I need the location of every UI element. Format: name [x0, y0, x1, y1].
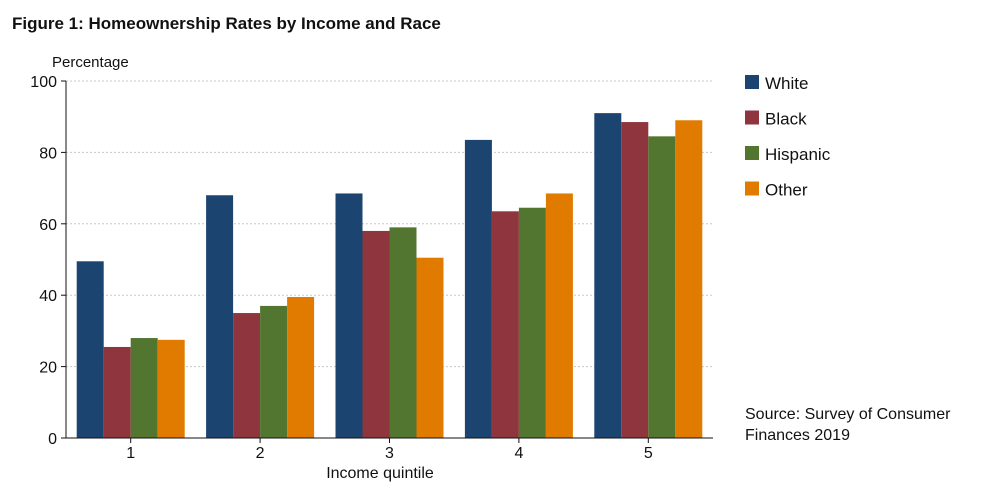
bar-other-3: [416, 257, 444, 438]
legend-swatch-white: [745, 75, 759, 89]
bar-black-5: [621, 122, 649, 439]
bar-other-2: [287, 296, 315, 438]
bar-hispanic-4: [518, 207, 546, 438]
y-tick-label: 80: [39, 145, 57, 162]
y-tick-label: 0: [48, 431, 57, 448]
bar-hispanic-2: [260, 305, 288, 438]
x-tick-label: 1: [126, 445, 135, 462]
y-axis-label: Percentage: [52, 54, 129, 71]
bar-other-1: [157, 339, 185, 438]
bar-hispanic-1: [130, 338, 158, 438]
bar-black-2: [233, 313, 261, 438]
legend-swatch-black: [745, 110, 759, 125]
x-tick-labels: 1 2 3 4 5: [126, 438, 653, 462]
y-tick-label: 100: [30, 74, 57, 91]
bar-black-4: [491, 211, 519, 438]
bar-hispanic-5: [648, 136, 676, 438]
x-tick-label: 4: [514, 445, 523, 462]
x-tick-label: 2: [256, 445, 265, 462]
y-tick-label: 40: [39, 288, 57, 305]
x-axis-label: Income quintile: [326, 465, 434, 482]
legend-label-other: Other: [765, 181, 808, 200]
bar-white-5: [594, 113, 622, 438]
legend-label-white: White: [765, 74, 808, 93]
bar-white-3: [335, 193, 363, 438]
legend-swatch-hispanic: [745, 146, 759, 160]
chart-title: Figure 1: Homeownership Rates by Income …: [12, 14, 441, 33]
bar-black-1: [103, 346, 131, 438]
bar-other-5: [675, 120, 703, 439]
source-line: Source: Survey of Consumer: [745, 406, 951, 423]
source-note: Source: Survey of Consumer Finances 2019: [745, 406, 951, 444]
bar-white-1: [76, 261, 104, 438]
bar-black-3: [362, 230, 390, 438]
bar-hispanic-3: [389, 227, 417, 438]
legend: White Black Hispanic Other: [745, 74, 831, 200]
bars: [76, 113, 703, 439]
bar-white-2: [206, 195, 234, 438]
legend-label-black: Black: [765, 110, 807, 129]
y-tick-label: 60: [39, 217, 57, 234]
legend-swatch-other: [745, 181, 759, 196]
legend-label-hispanic: Hispanic: [765, 145, 831, 164]
y-tick-label: 20: [39, 360, 57, 377]
bar-other-4: [545, 193, 573, 438]
bar-white-4: [464, 139, 492, 438]
y-tick-labels: 0 20 40 60 80 100: [30, 74, 66, 448]
x-tick-label: 3: [385, 445, 394, 462]
x-tick-label: 5: [644, 445, 653, 462]
source-line: Finances 2019: [745, 427, 850, 444]
